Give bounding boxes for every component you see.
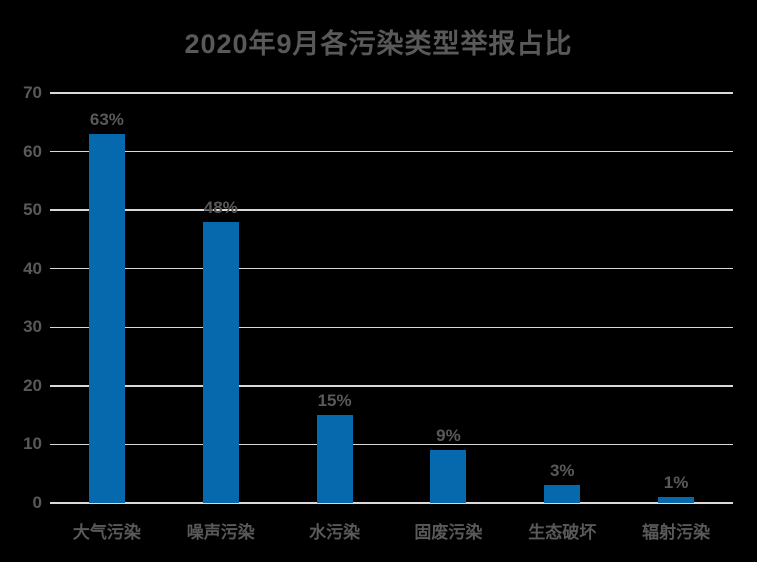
y-tick-label: 0 <box>32 493 42 512</box>
bar-水污染 <box>316 415 353 503</box>
gridline <box>50 502 733 504</box>
gridline <box>50 326 733 329</box>
bar-value-label: 15% <box>317 391 352 411</box>
bar-value-label: 9% <box>436 426 461 446</box>
x-axis-label: 固废污染 <box>414 523 483 542</box>
gridline <box>50 92 733 94</box>
y-tick-label: 40 <box>23 258 42 278</box>
bar-value-label: 1% <box>663 473 689 493</box>
chart-title: 2020年9月各污染类型举报占比 <box>184 29 573 59</box>
gridline <box>50 385 733 387</box>
bar-value-label: 48% <box>203 197 238 217</box>
bar-大气污染 <box>88 134 125 503</box>
x-axis-label: 生态破坏 <box>528 523 597 542</box>
gridline <box>50 267 733 270</box>
y-tick-label: 10 <box>23 434 42 454</box>
bar-value-label: 3% <box>549 461 575 481</box>
x-axis-label: 水污染 <box>309 523 361 542</box>
y-tick-label: 30 <box>23 317 42 337</box>
y-tick-label: 20 <box>23 375 42 395</box>
bar-噪声污染 <box>202 221 239 503</box>
x-axis-label: 大气污染 <box>72 523 141 542</box>
gridline <box>50 209 733 211</box>
bar-固废污染 <box>430 450 467 503</box>
y-tick-label: 60 <box>23 141 42 161</box>
bar-生态破坏 <box>544 485 581 503</box>
y-tick-label: 70 <box>23 83 42 102</box>
gridline <box>50 443 733 446</box>
y-tick-label: 50 <box>23 200 42 220</box>
x-axis-label: 辐射污染 <box>642 523 711 542</box>
bar-辐射污染 <box>658 497 695 503</box>
x-axis-label: 噪声污染 <box>186 523 255 542</box>
bar-value-label: 63% <box>89 110 124 129</box>
gridline <box>50 150 733 153</box>
